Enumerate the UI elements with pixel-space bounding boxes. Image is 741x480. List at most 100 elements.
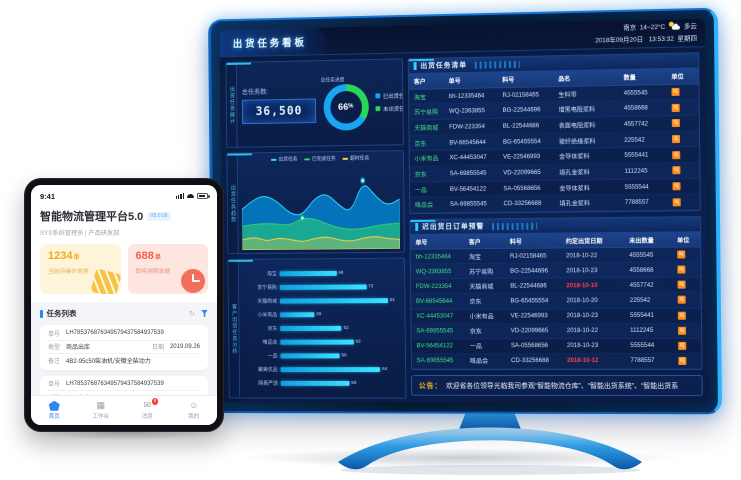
bar-fill <box>280 312 315 318</box>
tab-home[interactable]: 首页 <box>31 396 78 425</box>
order-number: LH785376876349579437584937539 <box>66 380 164 387</box>
total-tasks-label: 总任务数: <box>241 88 269 96</box>
table-cell: 2018-10-23 <box>566 342 599 350</box>
table-cell: SA-69855545 <box>416 327 454 335</box>
message-badge: 9 <box>151 398 159 405</box>
announcement-bar: 公告： 欢迎省各位领导光临我司参观“智能物流仓库”、“智能出货系统”、“智能出货… <box>411 375 703 397</box>
tab-workbench[interactable]: ▦ 工作台 <box>78 396 125 425</box>
table-cell: 2018-10-23 <box>566 266 598 275</box>
table-cell: 2018-10-20 <box>566 297 598 305</box>
weather-city: 南京 <box>623 24 637 33</box>
legend-swatch <box>375 106 381 112</box>
unit-cell: 吨 <box>677 311 696 320</box>
bar-category-label: 聚美优品 <box>258 367 278 374</box>
table-cell: 填孔金浆料 <box>559 169 590 177</box>
unit-badge: 吨 <box>671 87 680 96</box>
column-header: 未出数量 <box>629 237 654 245</box>
table-cell: VE-22546993 <box>503 153 541 161</box>
unit-cell: 吨 <box>671 103 694 112</box>
table-cell: 2018-10-22 <box>565 251 598 260</box>
table-cell: SA-69855545 <box>416 357 454 365</box>
task-note: 4B2-95c50柴油机/安徽全柴动力 <box>66 359 151 366</box>
bar-category-label: 一品 <box>267 353 278 360</box>
table-cell: 玻纤绝缘浆料 <box>558 137 596 146</box>
tab-profile[interactable]: ☺ 我的 <box>171 396 218 425</box>
table-cell: 表面电阻浆料 <box>558 122 596 130</box>
dashboard-title: 出货任务看板 <box>219 27 335 56</box>
bar-track: 29 <box>280 312 399 318</box>
legend-swatch <box>304 157 310 160</box>
area-series <box>242 217 401 251</box>
table-cell: 2018-10-23 <box>566 312 598 320</box>
table-cell: BV-66545644 <box>416 297 453 305</box>
bar-value: 58 <box>351 380 357 386</box>
overdue-card[interactable]: 688单 即将逾期单据 <box>127 244 208 294</box>
table-cell: 天猫商城 <box>414 124 439 133</box>
task-meta-row: 类型商品出库 日期 2019.09.26 <box>48 341 200 354</box>
weather-condition: 多云 <box>683 23 697 31</box>
column-header: 数量 <box>623 74 636 82</box>
field-label: 单号 <box>48 331 61 338</box>
workbench-icon: ▦ <box>96 400 105 411</box>
legend-label: 未出货任务 <box>383 106 404 113</box>
bar-category-label: 京东 <box>267 326 278 333</box>
unit-cell: 吨 <box>678 341 696 350</box>
field-label: 日期 <box>151 345 164 352</box>
bar-category-label: 唯品会 <box>262 339 278 346</box>
table-cell: VD-22099665 <box>510 327 549 335</box>
tab-home-label: 首页 <box>48 414 60 421</box>
home-icon <box>48 400 60 411</box>
filter-icon[interactable] <box>201 309 208 318</box>
weather-datetime: 南京 14~22°C 多云 2018年09月20日 13:53:32 星期四 <box>595 22 697 46</box>
stats-content: 总任务数: 36,500 总任务进度 66% 已出货任务 未出货任务 <box>237 59 404 147</box>
bar-category-label: 淘宝 <box>266 271 277 278</box>
legend-item: 已出货任务 <box>375 91 404 100</box>
refresh-icon[interactable]: ↻ <box>188 309 195 318</box>
table1-title: 出货任务清单 <box>420 62 468 70</box>
monitor-bezel: 出货任务看板 南京 14~22°C 多云 2018年09月20日 13:53:3… <box>208 7 723 415</box>
table-cell: 京东 <box>414 171 427 179</box>
trend-panel: 出货任务趋势 出货任务 已完成任务 超时任务 <box>226 150 405 255</box>
column-header: 约定出货日期 <box>565 237 603 245</box>
profile-icon: ☺ <box>189 400 199 411</box>
table-cell: SA-05568656 <box>510 342 549 350</box>
table-cell: 5555441 <box>624 151 649 160</box>
weather-temp: 14~22°C <box>639 24 666 32</box>
title-deco-ticks <box>492 222 538 230</box>
tab-profile-label: 我的 <box>188 413 200 420</box>
trend-content: 出货任务 已完成任务 超时任务 <box>238 151 404 253</box>
unit-badge: 吨 <box>677 280 686 290</box>
dashboard-body: 出货任务统计 总任务数: 36,500 总任务进度 66% <box>220 47 709 403</box>
battery-icon <box>197 193 210 199</box>
legend-label: 超时任务 <box>350 155 370 162</box>
monitor: 出货任务看板 南京 14~22°C 多云 2018年09月20日 13:53:3… <box>208 7 723 415</box>
order-number: LH785376876349579437584937539 <box>66 330 164 337</box>
legend-label: 已出货任务 <box>383 93 404 100</box>
customer-bars-panel: 客户出货任务分析 淘宝 48 苏宁易购 73 天猫商城 91 小米有品 29 京东 52 唯品会 62… <box>227 257 407 399</box>
table-cell: 淘宝 <box>413 93 426 102</box>
unit-badge: 吨 <box>671 103 680 112</box>
table-cell: 填孔金浆料 <box>559 200 591 208</box>
unit-badge: 吨 <box>672 166 681 175</box>
data-point-marker <box>361 179 364 182</box>
dashboard-screen: 出货任务看板 南京 14~22°C 多云 2018年09月20日 13:53:3… <box>219 18 709 404</box>
data-point-marker <box>301 216 304 219</box>
bar-category-label: 网易严选 <box>258 380 278 387</box>
unit-cell: 吨 <box>671 135 694 144</box>
table-cell: 唯品会 <box>470 358 489 366</box>
unit-cell: 吨 <box>678 356 696 365</box>
table-cell: 小米有品 <box>469 313 494 321</box>
bar-value: 50 <box>341 353 347 359</box>
table-cell: SA-69855545 <box>449 169 487 178</box>
weekday-text: 星期四 <box>677 34 698 43</box>
pending-card[interactable]: 1234单 当前待操作单据 <box>40 244 121 294</box>
list-item[interactable]: 单号LH785376876349579437584937539类型商品出库日期2… <box>40 375 208 395</box>
table-cell: 4558668 <box>629 266 654 274</box>
bar-track: 50 <box>280 353 399 359</box>
legend-item: 已完成任务 <box>304 155 336 162</box>
table-cell: BG-65455554 <box>510 297 549 305</box>
table-row: SA-69855545 京东 VD-22099665 2018-10-22 111224… <box>411 323 702 340</box>
tab-messages[interactable]: ✉ 消息 9 <box>124 396 171 425</box>
table-cell: VD-22099665 <box>503 168 541 177</box>
